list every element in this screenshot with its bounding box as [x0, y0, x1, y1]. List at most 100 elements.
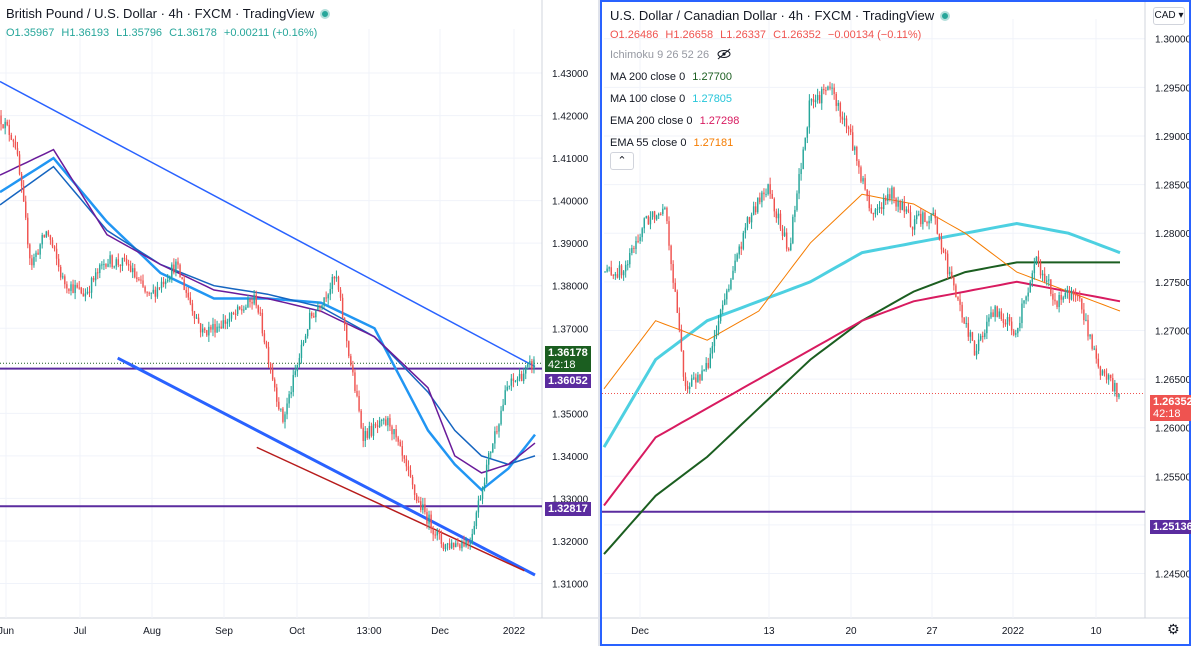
candle-body [734, 260, 736, 271]
eye-crossed-icon[interactable] [716, 48, 732, 60]
candle-body [633, 248, 635, 250]
candle-body [901, 202, 903, 210]
candle-body [887, 194, 889, 201]
x-tick-label: 27 [926, 626, 938, 637]
candle-body [1112, 378, 1114, 392]
y-tick-label: 1.34000 [552, 452, 589, 463]
last-price-value: 1.26352 [1153, 396, 1191, 408]
indicator-ma200[interactable]: MA 200 close 0 1.27700 [610, 71, 732, 83]
candle-body [1095, 348, 1097, 359]
indicator-value: 1.27298 [699, 115, 740, 127]
usdcad-chart-canvas[interactable]: 1.30000 1.29500 1.29000 1.28500 1.28000 1.275… [602, 2, 1189, 644]
candle-body [506, 386, 508, 391]
candle-body [531, 361, 533, 370]
candle-body [961, 304, 963, 318]
candle-body [405, 458, 408, 467]
candle-body [177, 261, 179, 265]
candle-body [624, 264, 627, 272]
candle-body [631, 248, 633, 254]
pane-divider[interactable] [598, 0, 600, 646]
candle-body [331, 277, 334, 289]
candle-body [662, 208, 664, 214]
candle-body [872, 212, 875, 215]
candle-body [82, 293, 85, 297]
candle-body [508, 385, 510, 387]
candle-body [951, 271, 953, 278]
y-tick-label: 1.24500 [1155, 570, 1189, 581]
chart-pane-gbpusd[interactable]: 1.43000 1.42000 1.41000 1.40000 1.39000 1.380… [0, 0, 598, 646]
candle-body [271, 369, 274, 380]
candle-body [273, 379, 276, 388]
candle-body [395, 429, 397, 438]
candle-body [967, 322, 970, 337]
candle-body [940, 239, 943, 250]
candle-body [459, 544, 461, 549]
candle-body [399, 441, 401, 447]
candle-body [876, 208, 879, 210]
candle-body [907, 209, 910, 213]
candle-body [858, 160, 860, 168]
candle-body [1074, 294, 1077, 296]
candle-body [152, 289, 155, 293]
candle-body [57, 258, 60, 267]
candle-body [1081, 298, 1083, 310]
candle-body [397, 437, 399, 442]
candle-body [413, 484, 416, 495]
candle-body [984, 333, 986, 337]
candle-body [757, 197, 759, 213]
candle-body [389, 418, 391, 427]
candle-body [230, 312, 233, 319]
candle-body [1046, 280, 1048, 282]
candle-body [1089, 334, 1091, 337]
candle-body [20, 174, 23, 187]
candle-body [635, 240, 637, 249]
candle-body [92, 277, 95, 281]
candle-body [263, 333, 266, 343]
indicator-ema55[interactable]: EMA 55 close 0 1.27181 [610, 137, 733, 149]
candle-body [115, 259, 117, 267]
candle-body [257, 305, 259, 313]
indicator-ichimoku[interactable]: Ichimoku 9 26 52 26 [610, 48, 732, 61]
candle-body [62, 276, 64, 278]
candle-body [516, 378, 519, 381]
candle-body [707, 362, 709, 368]
candle-body [333, 277, 336, 279]
candle-body [245, 307, 247, 310]
candle-body [6, 121, 8, 125]
candle-body [936, 218, 939, 234]
candle-body [1000, 311, 1003, 320]
indicator-ema200[interactable]: EMA 200 close 0 1.27298 [610, 115, 739, 127]
indicator-ma100[interactable]: MA 100 close 0 1.27805 [610, 93, 732, 105]
collapse-legend-button[interactable]: ⌃ [610, 152, 634, 170]
gbpusd-chart-canvas[interactable]: 1.43000 1.42000 1.41000 1.40000 1.39000 1.380… [0, 0, 598, 646]
gear-icon[interactable]: ⚙ [1167, 621, 1180, 637]
candle-body [918, 213, 920, 215]
candle-body [988, 317, 990, 322]
candle-body [730, 279, 732, 289]
candle-body [604, 271, 606, 273]
candle-body [337, 276, 340, 290]
candle-body [18, 154, 21, 175]
candle-body [483, 482, 486, 488]
y-tick-label: 1.29000 [1155, 132, 1189, 143]
candle-body [792, 216, 794, 244]
candle-body [920, 213, 922, 225]
candle-body [533, 359, 535, 370]
candle-body [759, 197, 761, 203]
candle-body [243, 309, 245, 311]
candle-body [816, 95, 819, 101]
candle-body [70, 284, 72, 291]
candle-body [208, 326, 210, 336]
candle-body [835, 93, 837, 106]
candle-body [674, 282, 676, 292]
candle-body [325, 297, 327, 299]
candle-body [726, 290, 728, 300]
candle-body [963, 317, 965, 324]
currency-button[interactable]: CAD ▾ [1153, 7, 1185, 25]
candle-body [1025, 296, 1027, 301]
candle-body [278, 401, 280, 410]
candle-body [319, 307, 321, 309]
chart-pane-usdcad[interactable]: 1.30000 1.29500 1.29000 1.28500 1.28000 1.275… [600, 0, 1191, 646]
candle-body [401, 446, 403, 456]
candle-body [261, 312, 264, 334]
